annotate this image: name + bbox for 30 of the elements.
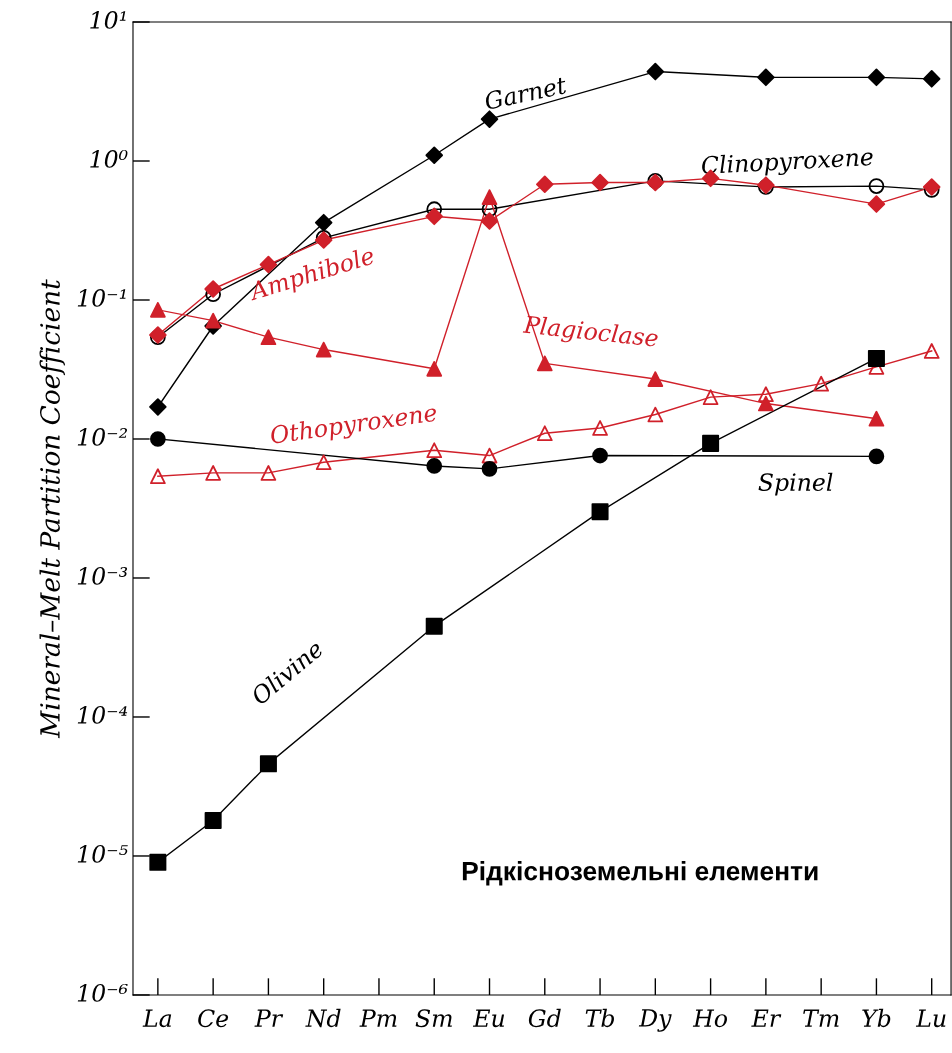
y-axis-title: Mineral–Melt Partition Coefficient bbox=[39, 279, 66, 739]
x-tick-label: Gd bbox=[528, 1008, 561, 1028]
y-tick-label: 10⁻⁶ bbox=[77, 983, 128, 1002]
series-label: Clinopyroxene bbox=[701, 147, 874, 180]
x-tick-label: Sm bbox=[415, 1009, 452, 1028]
text: Garnet bbox=[483, 75, 568, 111]
y-tick-label: 10⁰ bbox=[90, 150, 128, 168]
y-tick-label: 10⁻⁴ bbox=[77, 705, 128, 724]
x-tick-label: Yb bbox=[862, 1008, 891, 1028]
x-tick-label: La bbox=[142, 1009, 172, 1028]
x-tick-label: Ho bbox=[692, 1009, 727, 1028]
x-tick-label: Tm bbox=[803, 1009, 839, 1027]
x-tick-label: Er bbox=[751, 1009, 782, 1027]
x-tick-label: Dy bbox=[638, 1009, 672, 1032]
y-tick-label: 10⁻² bbox=[77, 427, 128, 446]
series-label: Spinel bbox=[758, 472, 833, 496]
x-tick-label: Ce bbox=[198, 1009, 229, 1028]
y-tick-label: 10⁻¹ bbox=[77, 288, 126, 307]
text: Plagioclase bbox=[522, 314, 659, 352]
x-tick-label: Pr bbox=[254, 1009, 284, 1027]
x-tick-label: Lu bbox=[915, 1009, 946, 1028]
y-tick-label: 10⁻⁵ bbox=[77, 844, 128, 863]
x-tick-label: Pm bbox=[359, 1009, 397, 1027]
y-tick-label: 10⁻³ bbox=[77, 566, 128, 585]
x-tick-label: Tb bbox=[585, 1008, 614, 1028]
x-tick-label: Eu bbox=[472, 1009, 505, 1028]
annotation: Рідкісноземельні елементи bbox=[462, 861, 818, 886]
text: Othopyroxene bbox=[269, 402, 438, 449]
y-tick-label: 10¹ bbox=[90, 11, 126, 29]
x-tick-label: Nd bbox=[305, 1008, 341, 1028]
